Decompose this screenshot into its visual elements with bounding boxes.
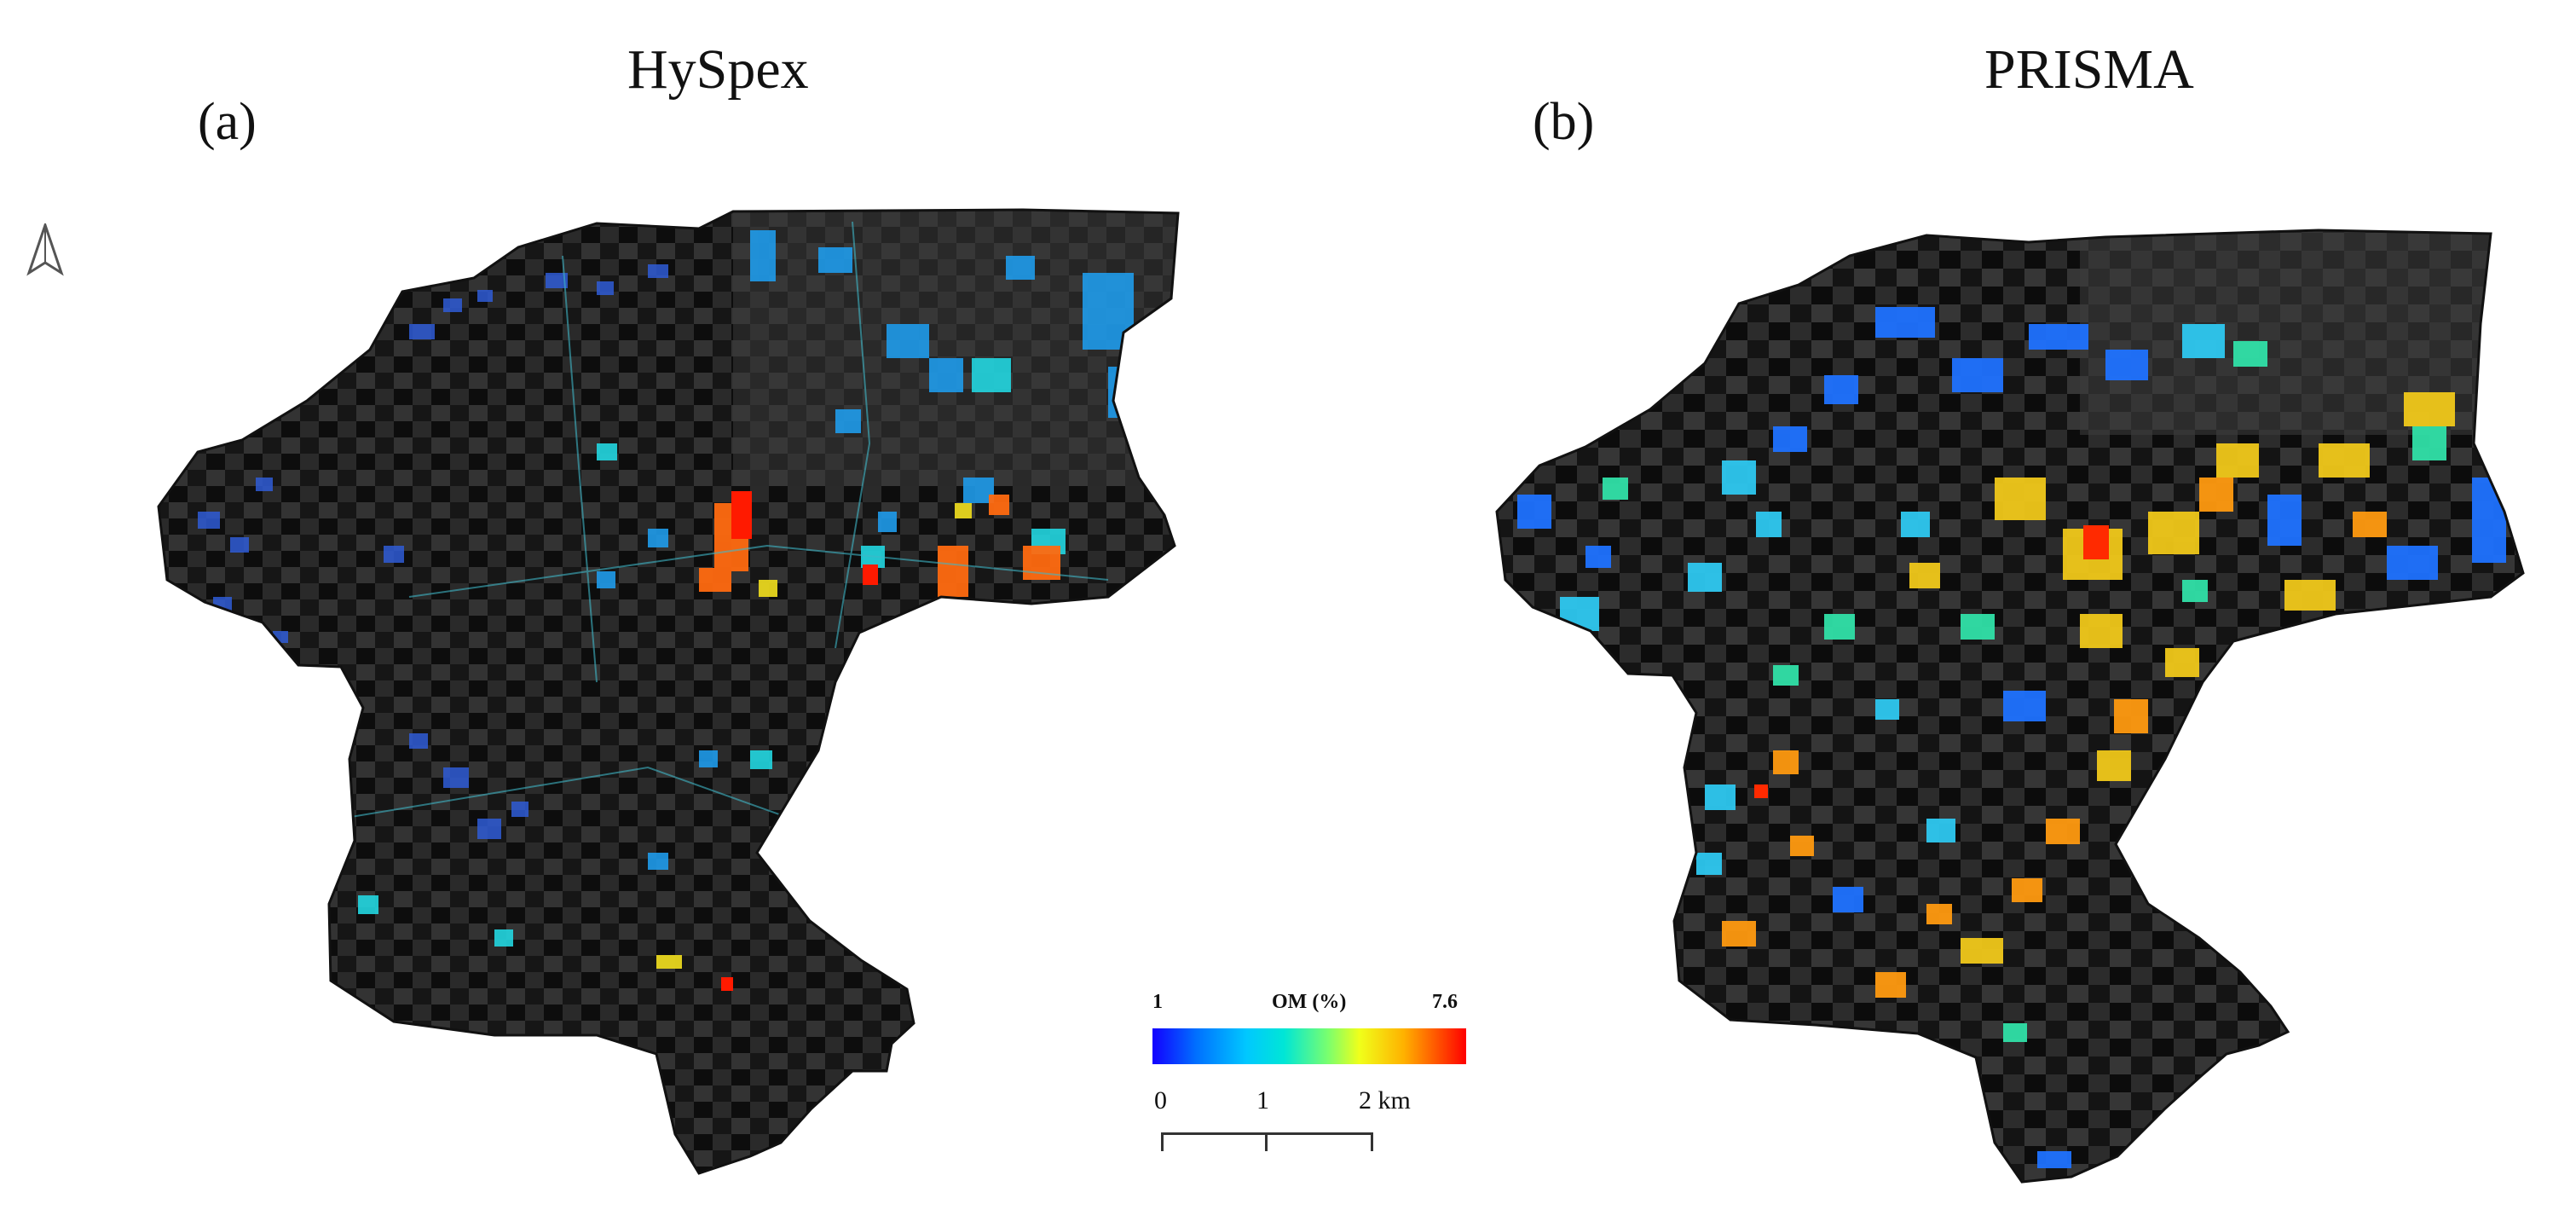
scale-bar-tick xyxy=(1265,1132,1268,1151)
panel-b-label: (b) xyxy=(1533,93,1595,151)
legend-min-label: 1 xyxy=(1152,991,1163,1013)
scale-bar-label-0: 0 xyxy=(1154,1086,1167,1114)
scale-bar-tick xyxy=(1161,1132,1164,1151)
scale-bar-label-1: 1 xyxy=(1256,1086,1269,1114)
legend-max-label: 7.6 xyxy=(1432,991,1458,1013)
map-hyspex xyxy=(159,210,1178,1173)
legend: 1 OM (%) 7.6 0 1 2 km xyxy=(1147,991,1471,1161)
panel-a-label: (a) xyxy=(198,93,257,151)
scale-bar-label-2: 2 km xyxy=(1359,1086,1411,1114)
north-arrow-icon xyxy=(26,223,64,276)
scale-bar-tick xyxy=(1371,1132,1373,1151)
legend-title: OM (%) xyxy=(1272,991,1347,1013)
map-prisma xyxy=(1497,230,2523,1182)
panel-b-title: PRISMA xyxy=(1984,38,2194,101)
panel-a-title: HySpex xyxy=(627,38,809,101)
legend-color-bar xyxy=(1152,1028,1466,1064)
